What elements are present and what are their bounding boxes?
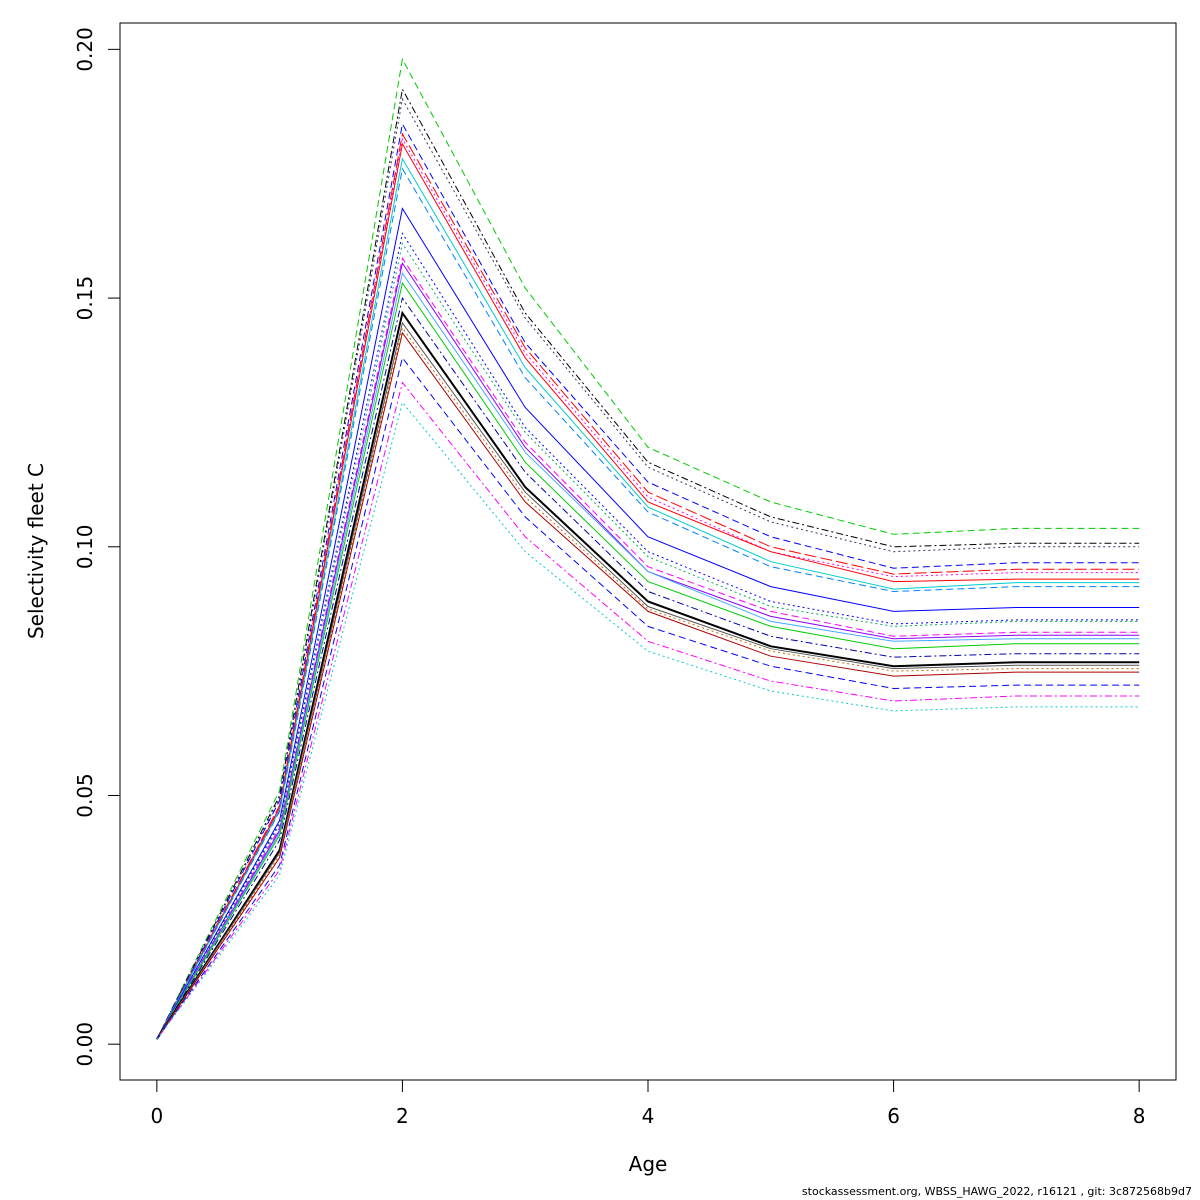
- series-line-8: [156, 157, 1140, 1040]
- series-line-16: [156, 281, 1140, 1040]
- series-line-5: [156, 132, 1140, 1040]
- y-tick-label: 0.15: [73, 276, 97, 321]
- series-line-4: [156, 122, 1140, 1040]
- series-line-19: [156, 321, 1140, 1040]
- series-line-10: [156, 207, 1140, 1040]
- series-line-7: [156, 142, 1140, 1040]
- series-line-6: [156, 137, 1140, 1040]
- series-line-1: [156, 57, 1140, 1040]
- footer-credit: stockassessment.org, WBSS_HAWG_2022, r16…: [801, 1185, 1192, 1198]
- series-line-15: [156, 271, 1140, 1040]
- series-line-9: [156, 167, 1140, 1040]
- series-line-14: [156, 261, 1140, 1040]
- x-tick-label: 8: [1133, 1104, 1146, 1128]
- series-line-18: [155, 310, 1140, 1040]
- series-line-20: [156, 326, 1140, 1040]
- y-axis-label: Selectivity fleet C: [24, 463, 48, 639]
- series-layer: [155, 57, 1140, 1040]
- series-line-23: [156, 381, 1140, 1040]
- series-line-12: [156, 242, 1140, 1040]
- series-line-2: [156, 87, 1140, 1040]
- y-tick-label: 0.05: [73, 773, 97, 818]
- axes-layer: 0 2 4 6 8 0.00 0.05 0.10 0.15 0.20: [73, 27, 1146, 1128]
- y-tick-label: 0.20: [73, 27, 97, 72]
- series-line-22: [156, 356, 1140, 1040]
- x-tick-label: 2: [396, 1104, 409, 1128]
- x-tick-label: 0: [150, 1104, 163, 1128]
- x-tick-label: 4: [642, 1104, 655, 1128]
- x-tick-label: 6: [887, 1104, 900, 1128]
- y-tick-label: 0.00: [73, 1022, 97, 1067]
- series-line-11: [156, 232, 1140, 1040]
- x-axis-label: Age: [629, 1152, 668, 1176]
- series-line-21: [156, 331, 1140, 1040]
- y-tick-label: 0.10: [73, 525, 97, 570]
- series-line-13: [156, 257, 1140, 1040]
- series-line-17: [156, 296, 1140, 1040]
- series-line-3: [156, 97, 1140, 1040]
